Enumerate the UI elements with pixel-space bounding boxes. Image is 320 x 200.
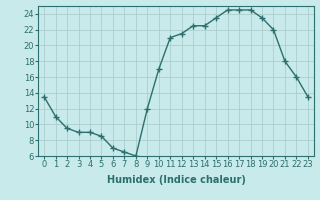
X-axis label: Humidex (Indice chaleur): Humidex (Indice chaleur) [107,175,245,185]
